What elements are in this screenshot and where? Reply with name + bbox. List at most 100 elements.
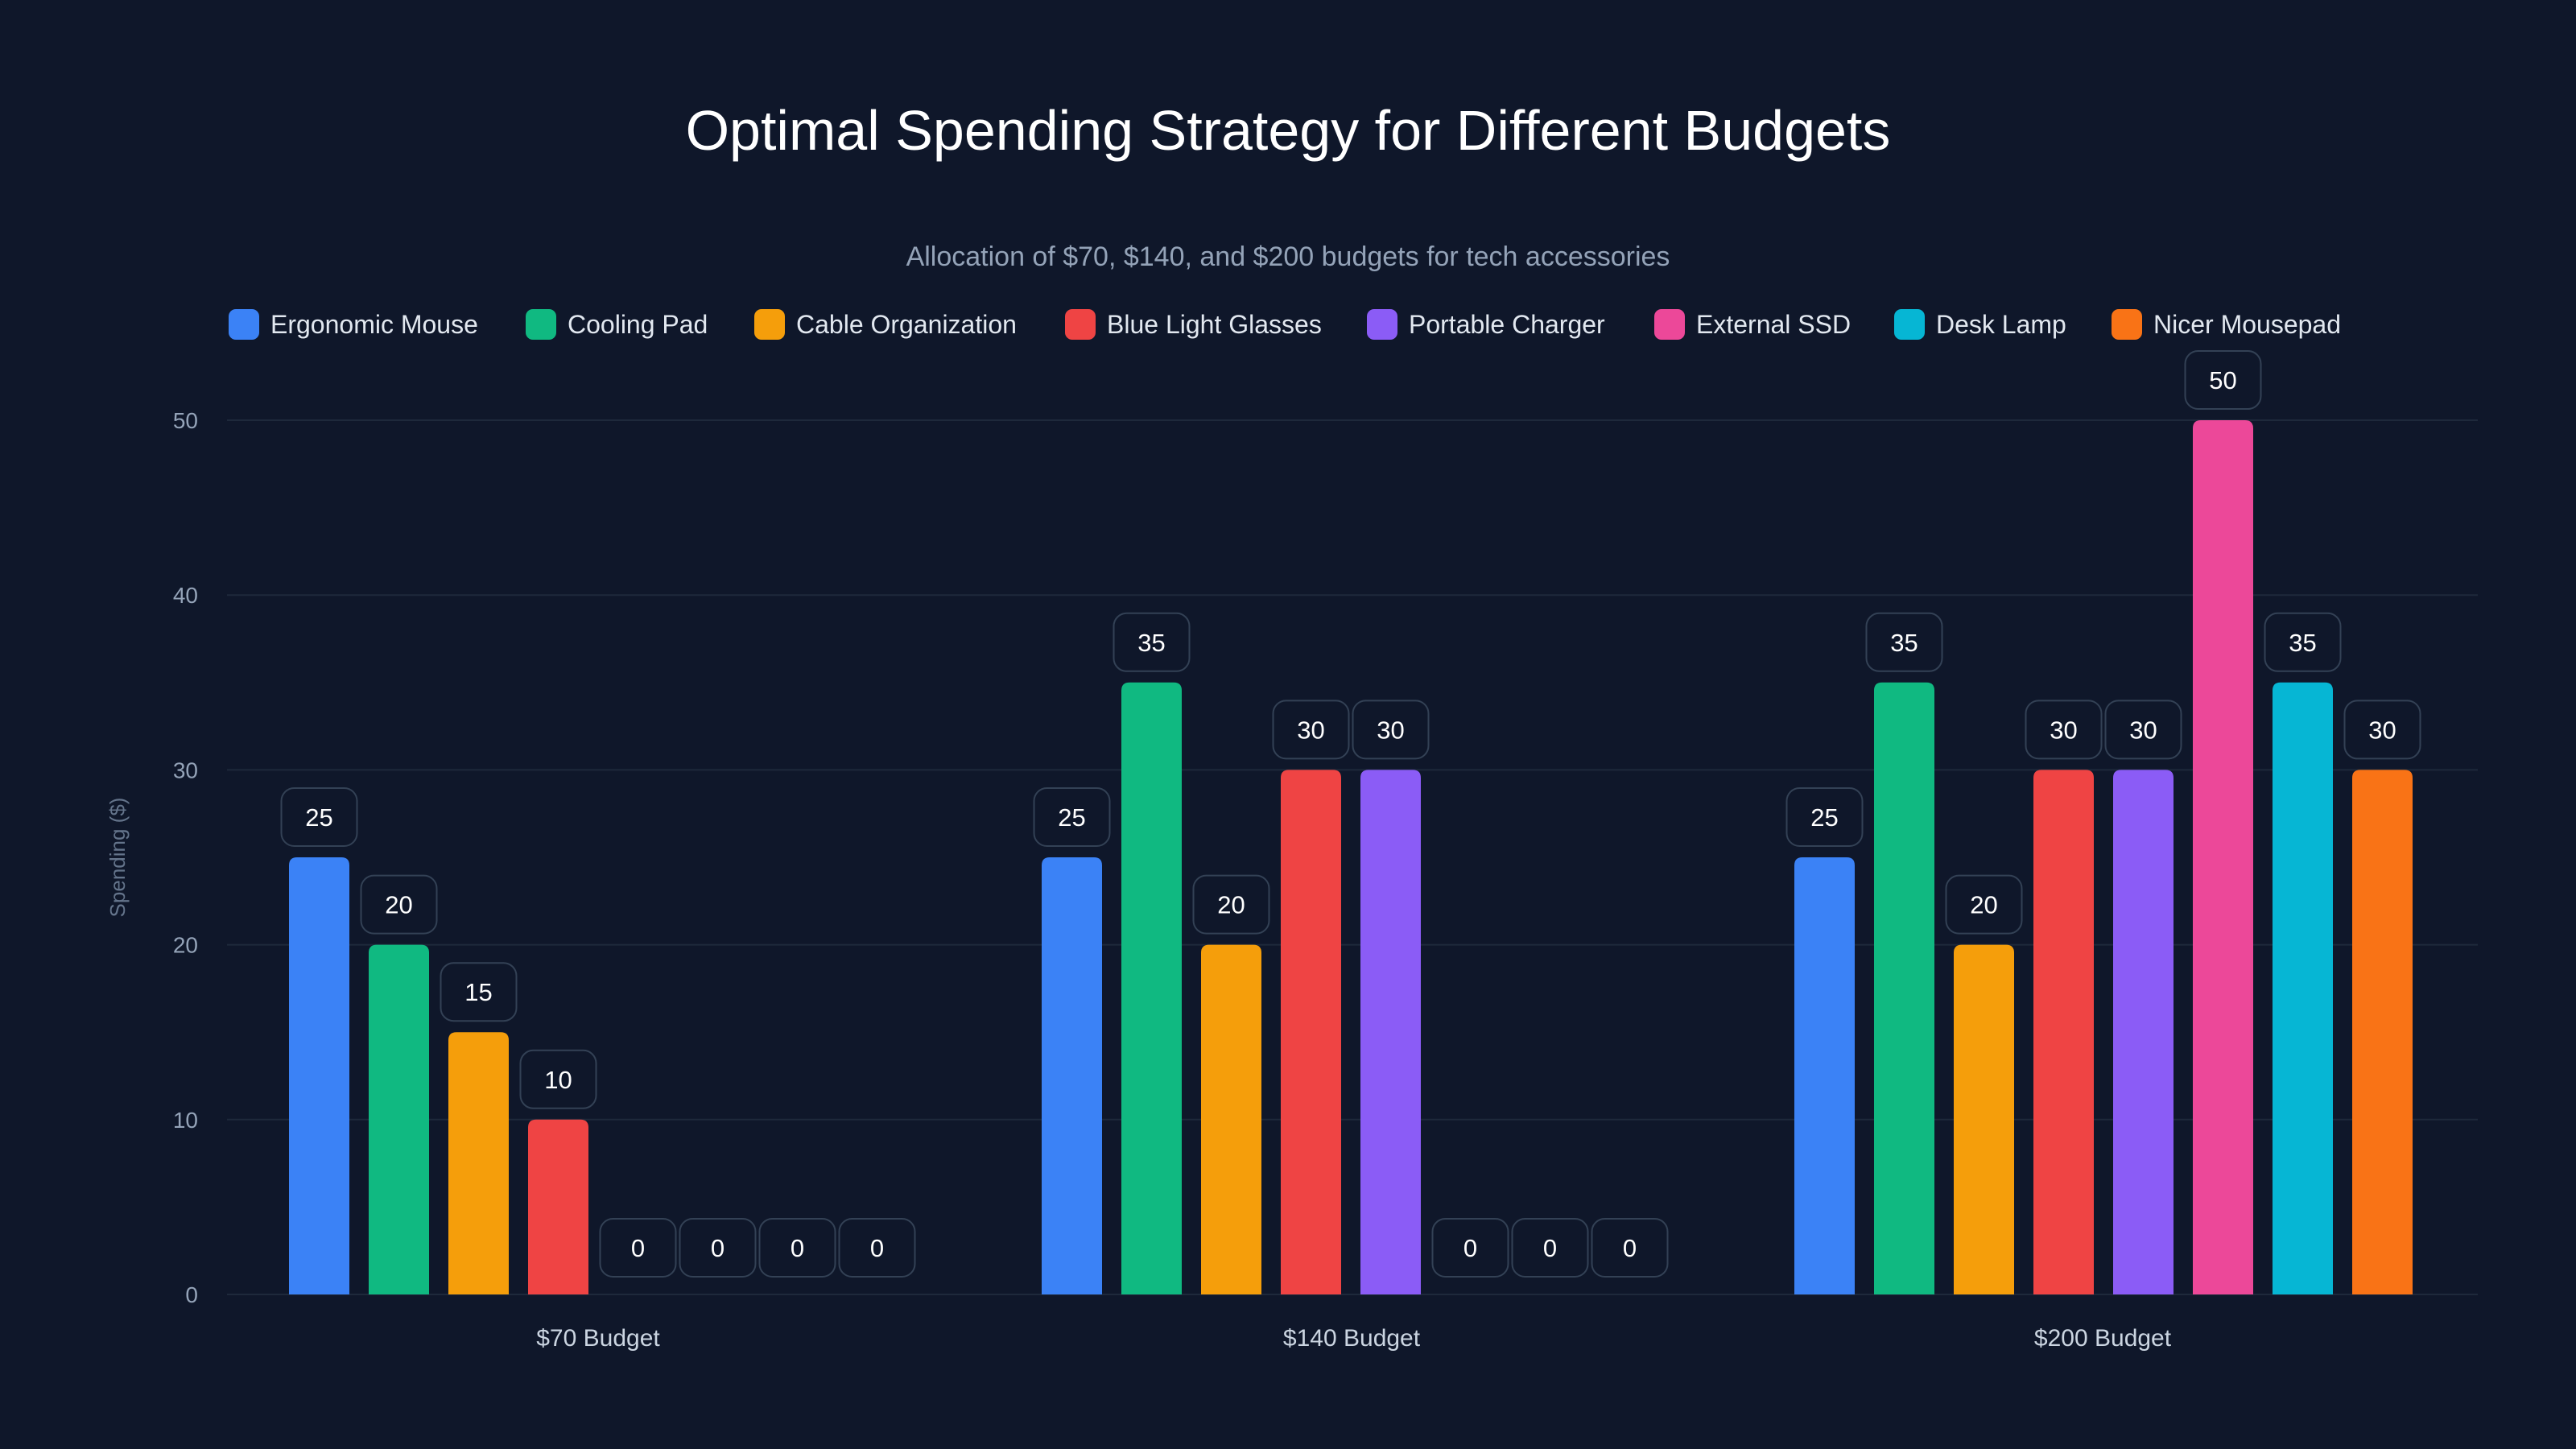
bar [528,1119,588,1294]
data-label: 0 [631,1234,645,1262]
legend-item[interactable]: Cooling Pad [526,309,708,340]
bar [1121,682,1182,1294]
legend-label: Ergonomic Mouse [270,310,478,339]
data-label-box [360,874,438,935]
chart-title: Optimal Spending Strategy for Different … [686,99,1891,162]
legend-swatch [2112,309,2142,340]
data-label: 0 [1463,1234,1477,1262]
legend-item[interactable]: Cable Organization [754,309,1017,340]
y-tick-label: 20 [173,933,198,958]
y-tick-label: 10 [173,1108,198,1133]
bar [2113,770,2174,1294]
data-label: 0 [1623,1234,1637,1262]
legend-item[interactable]: Nicer Mousepad [2112,309,2341,340]
data-label: 20 [1217,891,1245,919]
bar [289,857,349,1294]
data-label: 10 [544,1066,572,1094]
data-label-box [1865,612,1943,672]
data-label-box [758,1218,836,1278]
legend: Ergonomic Mouse Cooling Pad Cable Organiza… [229,309,2341,340]
bar [1954,944,2014,1294]
data-label-box [280,787,358,847]
legend-label: Portable Charger [1409,310,1605,339]
legend-swatch [229,309,259,340]
data-label: 0 [791,1234,804,1262]
legend-swatch [526,309,556,340]
data-label: 0 [711,1234,724,1262]
data-label-box [1352,700,1430,760]
bars: 25 20 15 10 0 0 0 0 $70 Budget 25 35 20 30 30 0 0 0 $140 … [280,350,2421,1352]
data-label: 30 [1377,716,1404,744]
data-label: 35 [2289,629,2316,657]
data-label-box [679,1218,757,1278]
legend-label: Cooling Pad [568,310,708,339]
data-label: 25 [305,803,332,832]
data-label-box [440,962,518,1022]
bar [1281,770,1341,1294]
data-label-box [1945,874,2023,935]
bar [1794,857,1855,1294]
legend-label: Blue Light Glasses [1107,310,1322,339]
data-label-box [1192,874,1270,935]
data-label: 20 [385,891,412,919]
data-label-box [1113,612,1191,672]
data-label: 25 [1810,803,1838,832]
x-tick-label: $70 Budget [536,1325,660,1352]
data-label-box [2104,700,2182,760]
legend-item[interactable]: Blue Light Glasses [1065,309,1322,340]
data-label: 30 [2050,716,2077,744]
legend-swatch [1065,309,1096,340]
legend-label: External SSD [1696,310,1851,339]
data-label-box [2184,350,2262,410]
bar [2193,420,2253,1294]
data-label: 30 [2368,716,2396,744]
legend-swatch [754,309,785,340]
grid: 0 10 20 30 40 50 [173,408,2478,1307]
y-tick-label: 50 [173,408,198,433]
data-label: 0 [1543,1234,1557,1262]
data-label: 0 [870,1234,884,1262]
data-label-box [599,1218,677,1278]
bar [2033,770,2094,1294]
x-tick-label: $200 Budget [2034,1325,2172,1352]
data-label: 25 [1058,803,1085,832]
legend-swatch [1894,309,1925,340]
data-label-box [1033,787,1111,847]
y-tick-label: 40 [173,583,198,608]
data-label: 50 [2209,366,2236,394]
data-label-box [1785,787,1864,847]
data-label: 30 [2129,716,2157,744]
bar [1042,857,1102,1294]
legend-swatch [1367,309,1397,340]
bar [2352,770,2413,1294]
chart-subtitle: Allocation of $70, $140, and $200 budget… [906,242,1670,272]
y-axis-label: Spending ($) [105,798,130,918]
data-label-box [1272,700,1350,760]
bar [369,944,429,1294]
legend-item[interactable]: External SSD [1654,309,1851,340]
data-label: 35 [1890,629,1918,657]
bar [448,1032,509,1294]
bar [2273,682,2333,1294]
bar [1874,682,1934,1294]
data-label-box [838,1218,916,1278]
data-label-box [2343,700,2421,760]
bar [1201,944,1261,1294]
legend-item[interactable]: Portable Charger [1367,309,1605,340]
x-tick-label: $140 Budget [1283,1325,1421,1352]
legend-item[interactable]: Ergonomic Mouse [229,309,478,340]
data-label-box [2025,700,2103,760]
data-label-box [1511,1218,1589,1278]
y-tick-label: 30 [173,758,198,782]
legend-label: Desk Lamp [1936,310,2066,339]
data-label-box [2264,612,2342,672]
data-label-box [1431,1218,1509,1278]
legend-item[interactable]: Desk Lamp [1894,309,2066,340]
data-label: 30 [1297,716,1324,744]
legend-label: Nicer Mousepad [2153,310,2341,339]
data-label: 20 [1970,891,1997,919]
data-label: 15 [464,978,492,1006]
legend-label: Cable Organization [796,310,1017,339]
legend-swatch [1654,309,1685,340]
